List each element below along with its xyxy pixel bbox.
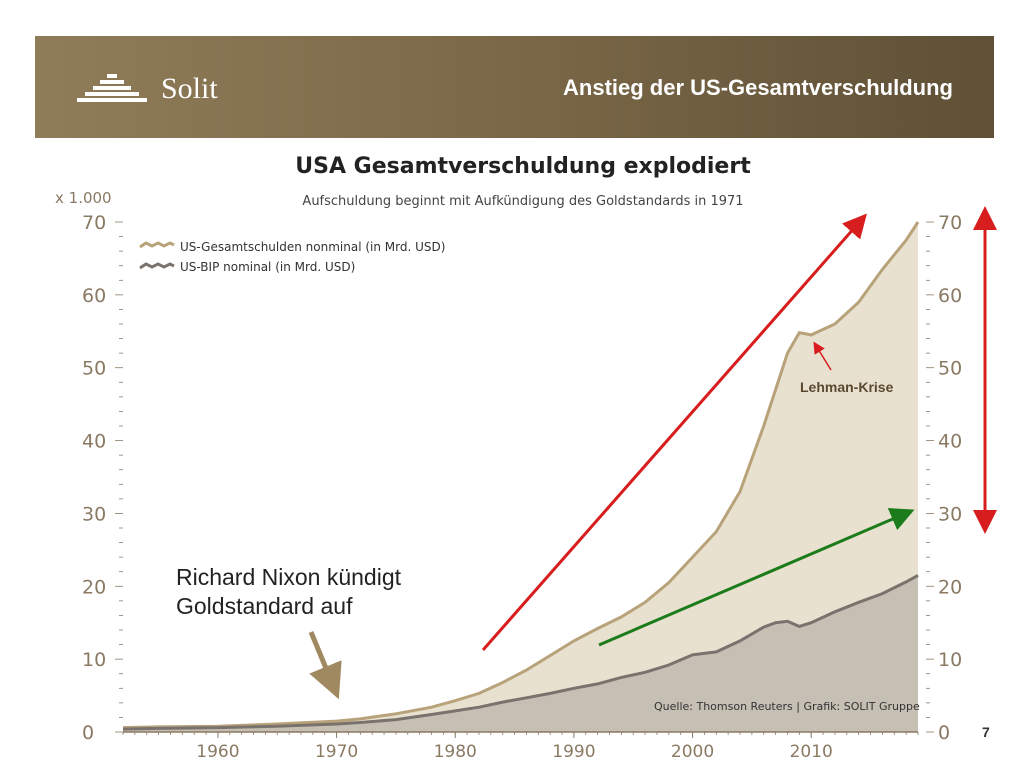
logo-text: Solit xyxy=(161,72,218,105)
y-tick-label-right: 70 xyxy=(938,212,962,234)
y-tick-label-left: 70 xyxy=(82,212,106,234)
y-tick-label-right: 20 xyxy=(938,576,962,598)
debt-series-line xyxy=(122,221,920,730)
x-tick-label: 1980 xyxy=(434,742,477,762)
y-tick-label-left: 30 xyxy=(82,503,106,525)
legend: US-Gesamtschulden nonminal (in Mrd. USD)… xyxy=(139,240,445,274)
gdp-trend-arrow xyxy=(598,508,915,647)
legend-debt-swatch xyxy=(139,241,175,249)
nixon-annotation: Richard Nixon kündigt Goldstandard auf xyxy=(176,563,401,621)
gdp-series-line xyxy=(122,574,919,731)
x-tick-label: 1990 xyxy=(552,742,595,762)
debt-area xyxy=(123,222,918,732)
nixon-annotation-line2: Goldstandard auf xyxy=(176,593,353,619)
x-tick-label: 1970 xyxy=(315,742,358,762)
nixon-pointer-arrow xyxy=(308,631,342,700)
y-tick-label-left: 20 xyxy=(82,576,106,598)
source-note: Quelle: Thomson Reuters | Grafik: SOLIT … xyxy=(654,700,920,713)
page-number: 7 xyxy=(982,724,990,740)
gdp-area xyxy=(123,575,918,732)
title-bar: Solit Anstieg der US-Gesamtverschuldung xyxy=(35,36,994,138)
y-axis-unit-label: x 1.000 xyxy=(55,189,112,207)
legend-gdp-label: US-BIP nominal (in Mrd. USD) xyxy=(180,260,355,274)
pyramid-logo-icon xyxy=(77,74,147,102)
y-tick-label-right: 40 xyxy=(938,431,962,453)
lehman-annotation: Lehman-Krise xyxy=(800,379,894,395)
chart-subtitle: Aufschuldung beginnt mit Aufkündigung de… xyxy=(302,194,743,209)
lehman-pointer-arrow xyxy=(813,341,832,371)
y-tick-label-right: 0 xyxy=(938,722,950,744)
y-tick-label-right: 10 xyxy=(938,649,962,671)
y-tick-label-right: 60 xyxy=(938,285,962,307)
x-tick-label: 2010 xyxy=(790,742,833,762)
chart-title: USA Gesamtverschuldung explodiert xyxy=(295,154,751,179)
y-tick-label-left: 10 xyxy=(82,649,106,671)
y-tick-label-left: 40 xyxy=(82,431,106,453)
page-title: Anstieg der US-Gesamtverschuldung xyxy=(563,75,953,100)
nixon-annotation-line1: Richard Nixon kündigt xyxy=(176,564,402,590)
total-debt-trend-arrow xyxy=(481,213,867,651)
legend-debt-label: US-Gesamtschulden nonminal (in Mrd. USD) xyxy=(180,240,445,254)
x-tick-label: 1960 xyxy=(196,742,239,762)
y-tick-label-left: 60 xyxy=(82,285,106,307)
y-tick-label-right: 50 xyxy=(938,358,962,380)
y-tick-label-left: 50 xyxy=(82,358,106,380)
y-tick-label-left: 0 xyxy=(82,722,94,744)
y-tick-label-right: 30 xyxy=(938,503,962,525)
legend-gdp-swatch xyxy=(139,262,175,270)
x-tick-label: 2000 xyxy=(671,742,714,762)
